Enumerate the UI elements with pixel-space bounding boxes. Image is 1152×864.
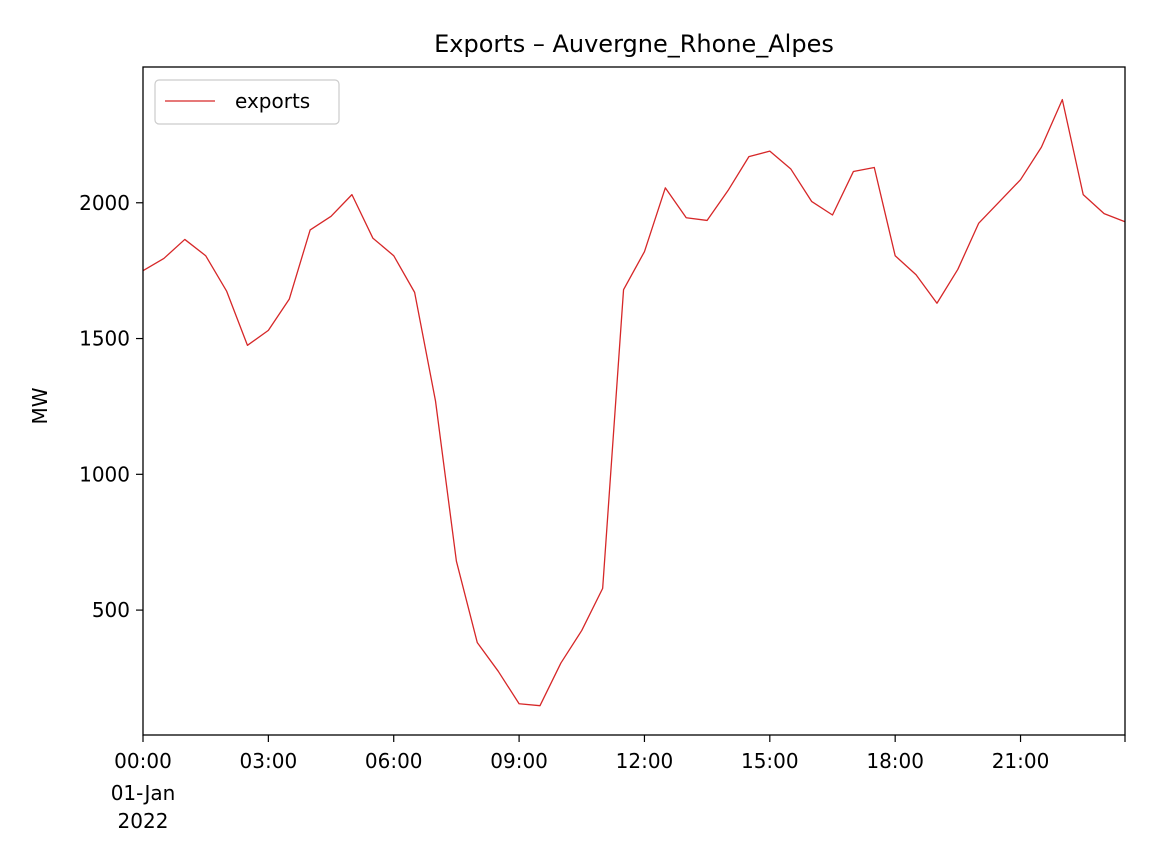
y-axis: 500 1000 1500 2000 — [79, 191, 143, 622]
x-tick-label: 12:00 — [616, 749, 674, 773]
x-tick-label: 00:00 — [114, 749, 172, 773]
legend-label-exports: exports — [235, 89, 310, 113]
plot-area — [142, 98, 1126, 707]
legend: exports — [154, 79, 340, 125]
legend-box — [154, 79, 340, 125]
y-axis-label: MW — [28, 387, 52, 424]
x-tick-label: 15:00 — [741, 749, 799, 773]
y-tick-label: 2000 — [79, 191, 130, 215]
x-tick-sublabel-year: 2022 — [118, 809, 169, 833]
x-axis: 00:00 01-Jan 2022 03:00 06:00 09:00 12:00 15:00… — [111, 735, 1126, 833]
x-tick-label: 21:00 — [992, 749, 1050, 773]
x-tick-label: 06:00 — [365, 749, 423, 773]
x-tick-label: 09:00 — [490, 749, 548, 773]
x-tick-label: 03:00 — [240, 749, 298, 773]
y-tick-label: 1000 — [79, 462, 130, 486]
series-line-exports — [142, 98, 1126, 707]
x-tick-label: 18:00 — [866, 749, 924, 773]
y-tick-label: 500 — [92, 598, 130, 622]
y-tick-label: 1500 — [79, 327, 130, 351]
x-tick-sublabel-date: 01-Jan — [111, 781, 176, 805]
plot-frame — [142, 66, 1126, 736]
chart-title: Exports – Auvergne_Rhone_Alpes — [434, 30, 834, 58]
